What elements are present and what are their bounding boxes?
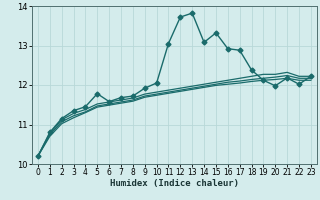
X-axis label: Humidex (Indice chaleur): Humidex (Indice chaleur) — [110, 179, 239, 188]
